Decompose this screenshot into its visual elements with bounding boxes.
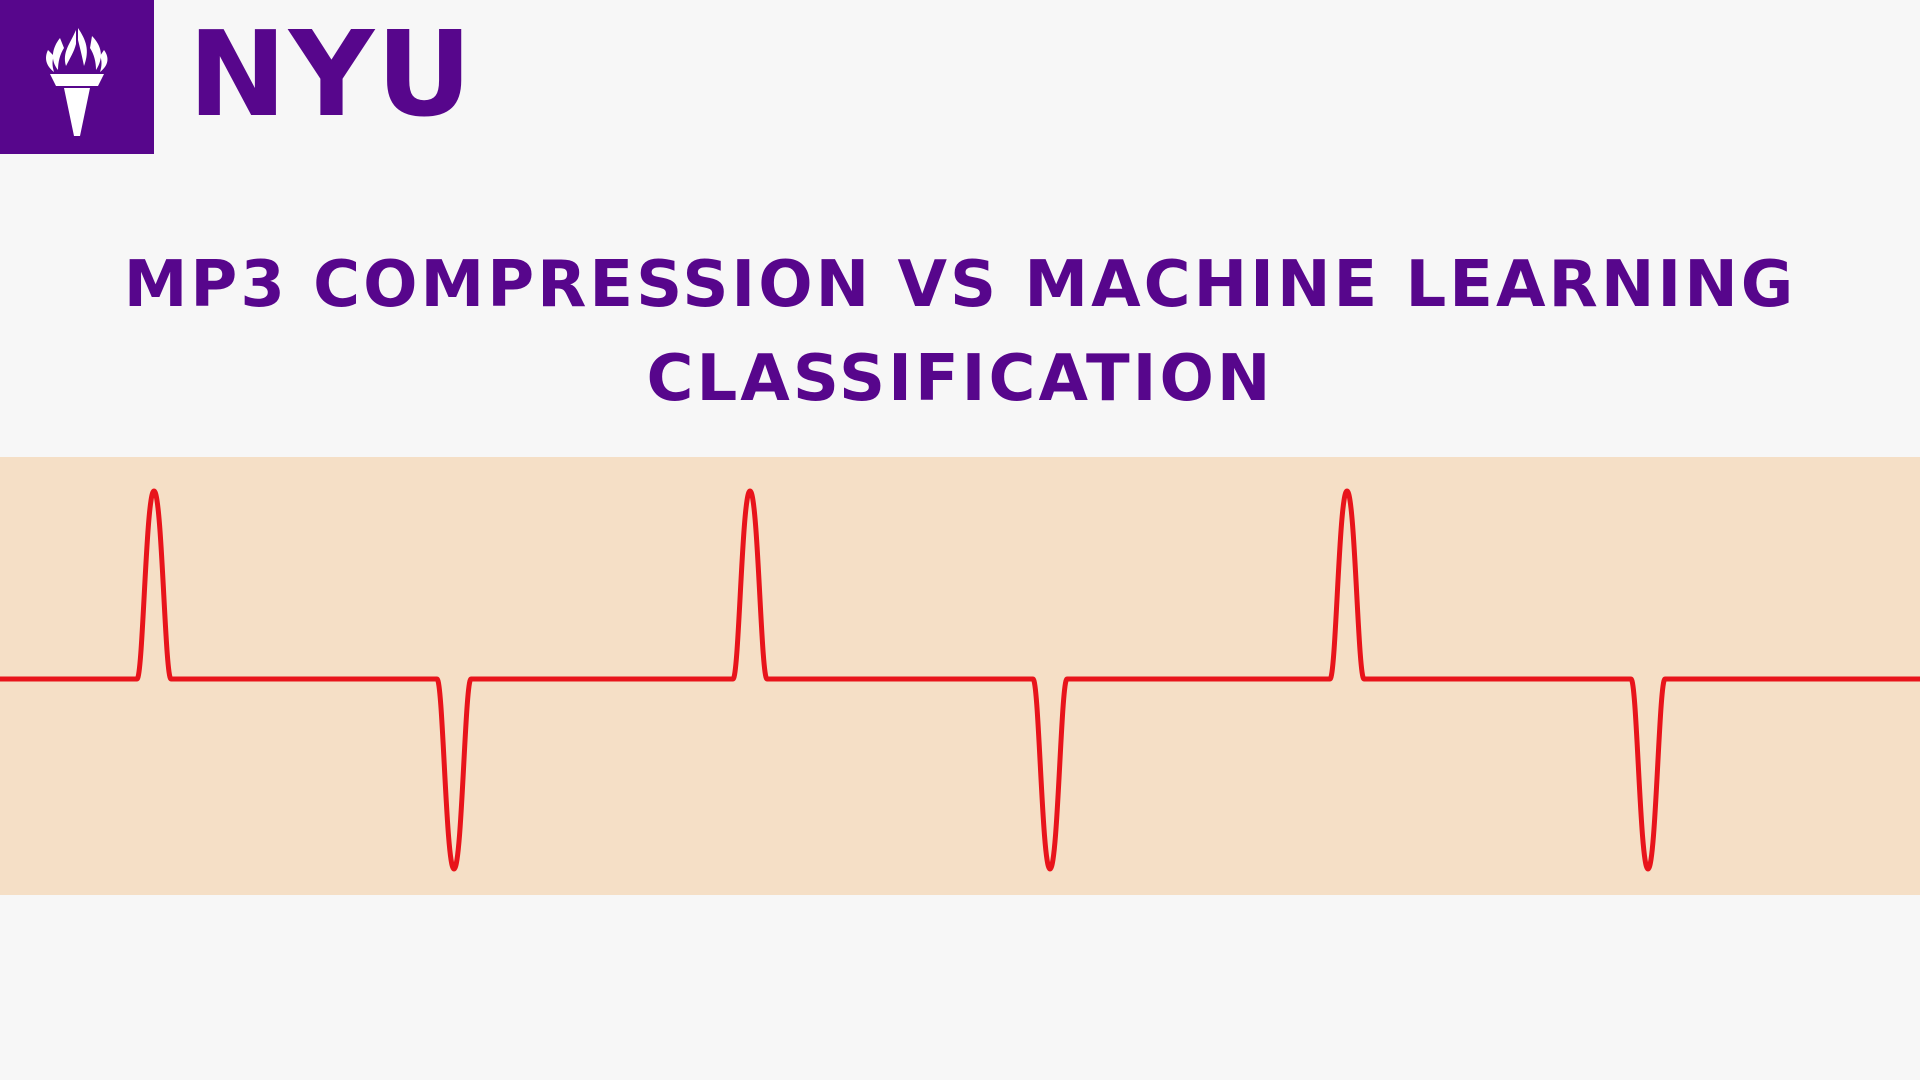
title-line-2: CLASSIFICATION (646, 342, 1274, 416)
title-line-1: MP3 COMPRESSION VS MACHINE LEARNING (123, 248, 1797, 322)
waveform-pulse-icon (0, 488, 1920, 872)
nyu-wordmark: NYU (188, 5, 475, 143)
page-title: MP3 COMPRESSION VS MACHINE LEARNING CLAS… (0, 238, 1920, 426)
waveform-band (0, 457, 1920, 895)
nyu-logo-block (0, 0, 154, 154)
waveform-line (0, 488, 1920, 872)
torch-icon (46, 28, 108, 136)
